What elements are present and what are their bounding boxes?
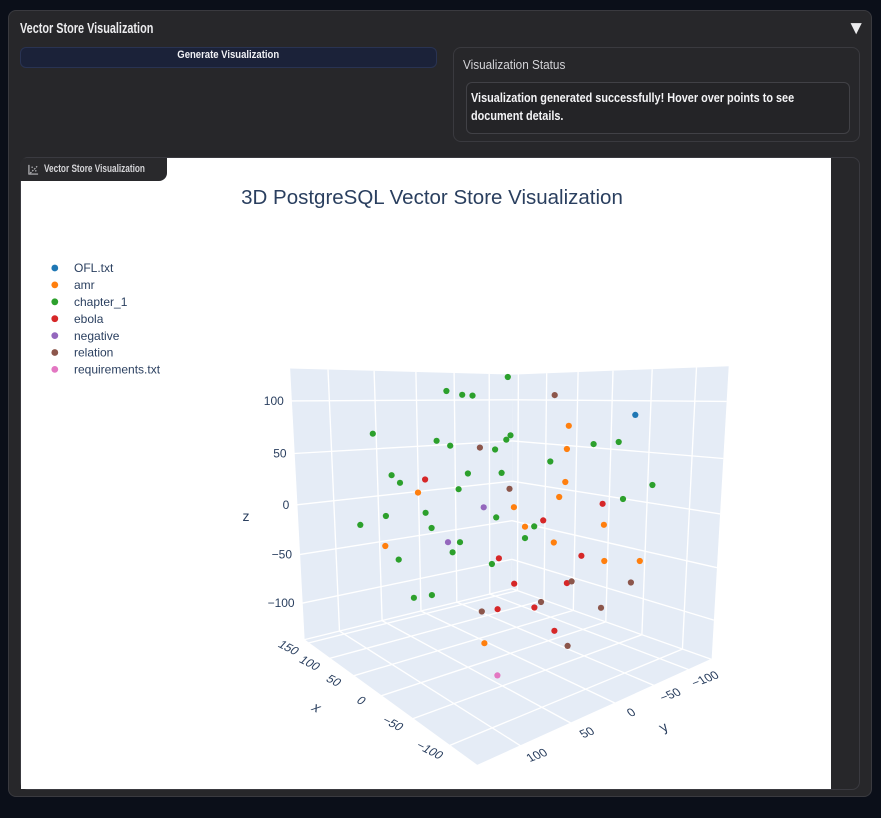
svg-text:100: 100: [523, 746, 550, 765]
svg-text:OFL.txt: OFL.txt: [74, 261, 114, 275]
svg-text:0: 0: [283, 498, 290, 512]
svg-text:requirements.txt: requirements.txt: [74, 363, 161, 377]
svg-text:z: z: [243, 508, 250, 524]
svg-text:−100: −100: [688, 668, 722, 689]
svg-text:negative: negative: [74, 329, 120, 343]
svg-text:−50: −50: [272, 548, 293, 562]
svg-text:−50: −50: [379, 714, 407, 734]
svg-text:0: 0: [354, 694, 370, 708]
svg-text:50: 50: [273, 447, 287, 461]
svg-text:x: x: [308, 700, 325, 715]
svg-text:y: y: [656, 720, 673, 736]
svg-text:50: 50: [323, 672, 345, 689]
svg-text:0: 0: [624, 706, 639, 720]
svg-text:chapter_1: chapter_1: [74, 295, 128, 309]
svg-text:100: 100: [296, 653, 324, 673]
svg-text:−100: −100: [413, 739, 447, 762]
svg-text:−100: −100: [268, 596, 295, 610]
svg-text:100: 100: [264, 394, 284, 408]
svg-text:−50: −50: [657, 685, 685, 704]
svg-text:50: 50: [577, 724, 598, 740]
svg-text:150: 150: [275, 638, 303, 658]
svg-text:amr: amr: [74, 278, 95, 292]
svg-text:ebola: ebola: [74, 312, 104, 326]
svg-text:3D PostgreSQL Vector Store Vis: 3D PostgreSQL Vector Store Visualization: [241, 186, 623, 209]
svg-text:relation: relation: [74, 346, 113, 360]
